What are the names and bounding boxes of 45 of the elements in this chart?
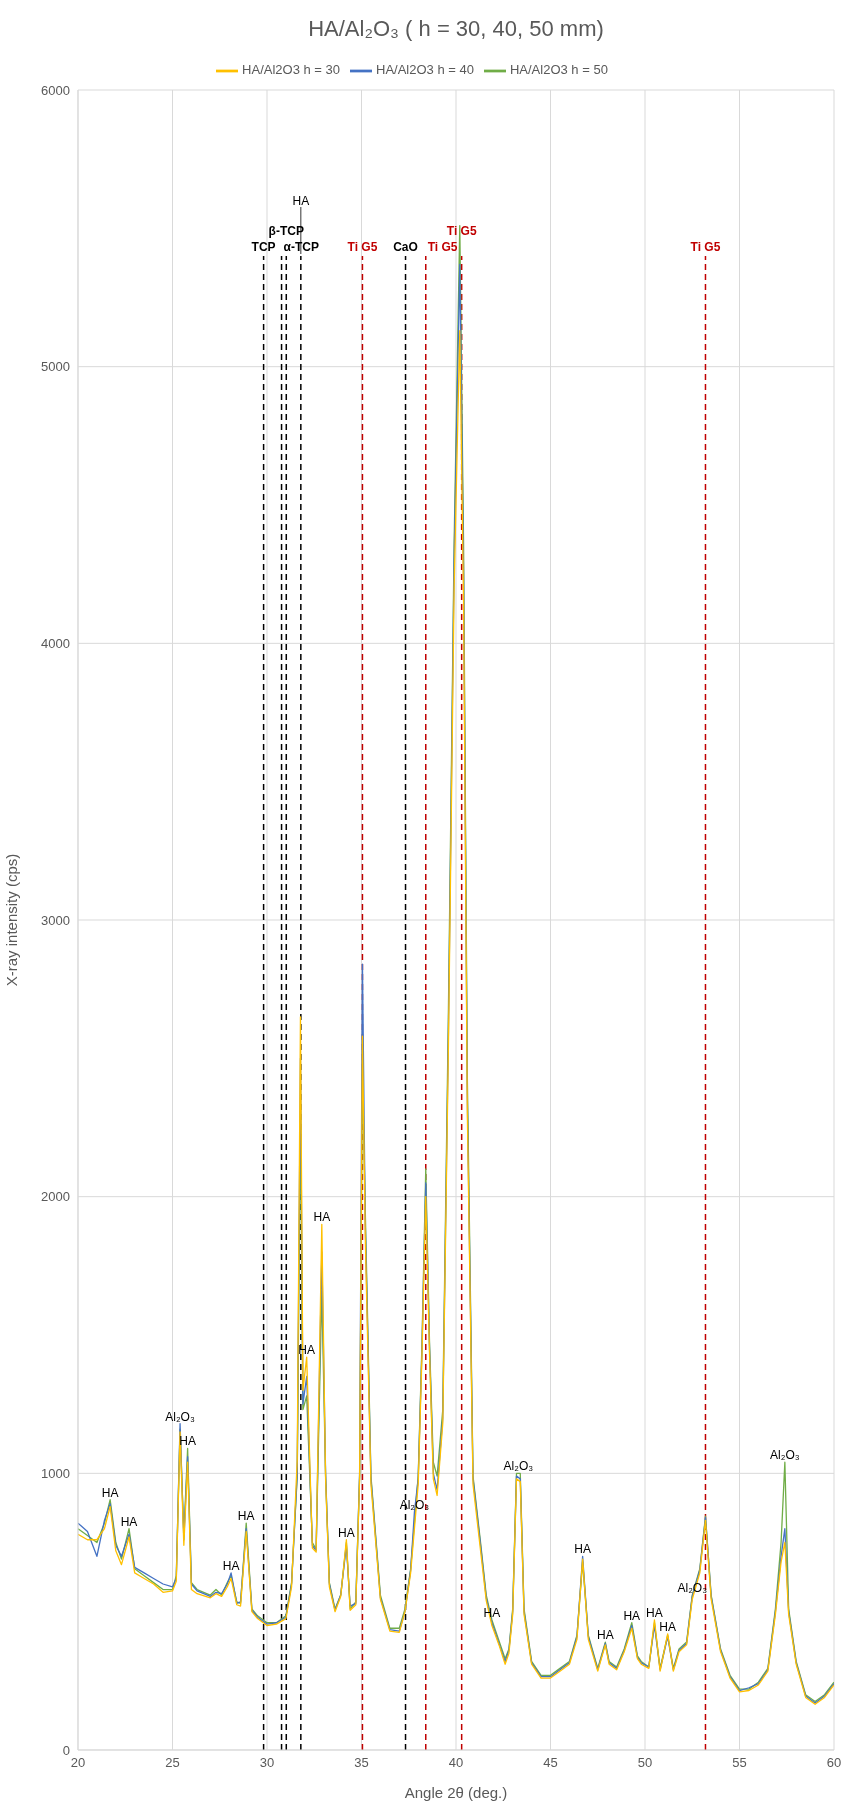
x-tick-label: 35 [354,1755,369,1771]
annotation: HA [596,1628,614,1643]
annotation: HA [120,1514,138,1529]
chart-title: HA/Al₂O₃ ( h = 30, 40, 50 mm) [307,16,605,42]
x-tick-label: 25 [165,1755,180,1771]
x-tick-label: 50 [637,1755,653,1771]
x-axis-title: Angle 2θ (deg.) [404,1784,508,1801]
x-tick-label: 60 [826,1755,842,1771]
ref-line-label: Ti G5 [427,240,458,254]
ref-line-label: α-TCP [283,240,319,254]
annotation: HA [659,1619,677,1634]
ref-line-label: Ti G5 [446,224,477,238]
annotation: HA [292,194,310,208]
x-tick-label: 30 [259,1755,275,1771]
legend-label: HA/Al2O3 h = 50 [509,62,608,78]
y-tick-label: 4000 [41,635,70,651]
y-tick-label: 6000 [41,82,70,98]
ref-line-label: β-TCP [268,224,304,238]
legend-label: HA/Al2O3 h = 30 [242,62,341,78]
y-tick-label: 5000 [41,359,70,375]
y-tick-label: 2000 [41,1189,70,1205]
y-axis-title: X-ray intensity (cps) [3,853,21,987]
annotation: HA [222,1558,240,1573]
annotation: HA [574,1542,591,1557]
annotation: HA [338,1525,355,1540]
annotation: Al₂O₃ [165,1409,195,1424]
x-tick-label: 45 [543,1755,558,1771]
x-tick-label: 40 [448,1755,464,1771]
ref-line-label: Ti G5 [690,240,721,254]
annotation: Al₂O₃ [770,1448,800,1463]
ref-line-label: Ti G5 [347,240,378,254]
annotation: HA [237,1509,255,1524]
legend-label: HA/Al2O3 h = 40 [376,62,474,78]
ref-line-label: CaO [393,240,418,254]
x-tick-label: 55 [732,1755,747,1771]
y-tick-label: 0 [62,1742,70,1758]
y-tick-label: 3000 [41,912,70,928]
ref-line-label: TCP [251,240,276,254]
annotation: HA [646,1605,663,1620]
annotation: HA [623,1608,641,1623]
x-tick-label: 20 [70,1755,86,1771]
annotation: HA [101,1485,119,1500]
annotation: Al₂O₃ [503,1459,534,1474]
annotation: HA [313,1210,331,1225]
y-tick-label: 1000 [41,1465,70,1481]
